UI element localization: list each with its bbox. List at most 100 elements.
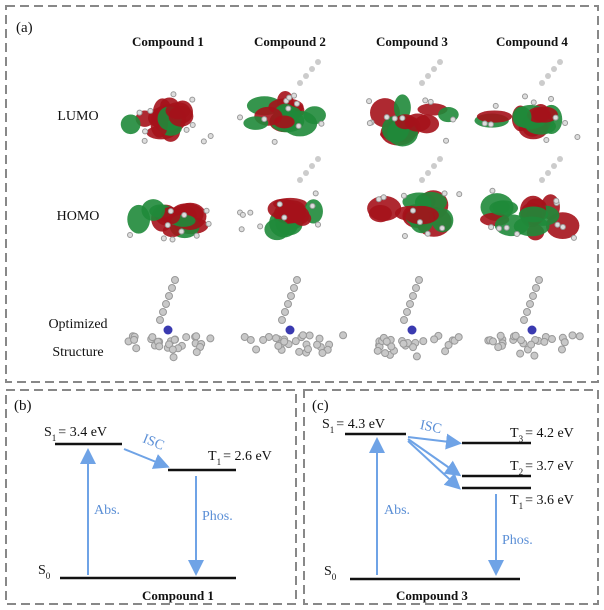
atom <box>166 293 173 300</box>
atom <box>262 117 267 122</box>
atom <box>303 170 309 176</box>
atom <box>285 301 292 308</box>
atom <box>299 332 306 339</box>
atom <box>240 212 245 217</box>
column-header: Compound 3 <box>376 34 448 49</box>
atom <box>457 192 462 197</box>
atom <box>319 121 324 126</box>
atom <box>296 124 301 129</box>
atom <box>182 212 187 217</box>
atom <box>551 66 557 72</box>
atom <box>554 198 559 203</box>
atom <box>260 336 267 343</box>
atom <box>522 94 527 99</box>
atom <box>382 350 389 357</box>
atom <box>420 338 427 345</box>
atom <box>521 317 528 324</box>
arrow <box>408 437 458 443</box>
atom <box>425 73 431 79</box>
atom <box>490 188 495 193</box>
state-sub: 1 <box>519 501 524 511</box>
atom <box>555 222 560 227</box>
atom <box>281 338 288 345</box>
row-label: LUMO <box>57 109 98 124</box>
atom <box>376 197 381 202</box>
atom <box>313 191 318 196</box>
atom <box>557 59 563 65</box>
atom <box>544 137 549 142</box>
atom <box>431 336 438 343</box>
panel-label: (b) <box>14 398 32 414</box>
atom <box>272 139 277 144</box>
transition-label: Abs. <box>94 503 120 518</box>
transition-label: Phos. <box>202 509 233 524</box>
level-label: T1= 2.6 eV <box>208 449 272 467</box>
atom <box>482 121 487 126</box>
atom <box>440 226 445 231</box>
atom <box>548 336 555 343</box>
orbital-lobe <box>405 114 431 132</box>
atom <box>310 203 315 208</box>
atom <box>169 346 176 353</box>
atom <box>518 337 525 344</box>
atom <box>493 103 498 108</box>
atom <box>294 277 301 284</box>
atom <box>404 309 411 316</box>
atom <box>314 341 321 348</box>
orbital-lobe <box>369 205 392 222</box>
atom <box>531 100 536 105</box>
atom <box>410 208 415 213</box>
atom <box>194 233 199 238</box>
atom <box>184 127 189 132</box>
atom <box>400 340 407 347</box>
orbital-lobe <box>477 110 512 122</box>
energy: = 3.4 eV <box>58 425 107 440</box>
atom <box>179 229 184 234</box>
level-label: S1= 3.4 eV <box>44 425 107 443</box>
figure: (a) Compound 1 Compound 2 Compound 3 Com… <box>0 0 604 610</box>
level-label: T3= 4.2 eV <box>510 426 574 444</box>
column-header: Compound 4 <box>496 34 568 49</box>
transition-label: ISC <box>419 418 443 437</box>
atom <box>148 108 153 113</box>
atom <box>193 349 200 356</box>
atom <box>425 170 431 176</box>
atom <box>294 101 299 106</box>
atom <box>444 138 449 143</box>
atom <box>527 301 534 308</box>
atom <box>423 98 428 103</box>
atom <box>286 106 291 111</box>
atom <box>160 309 167 316</box>
atom <box>168 209 173 214</box>
atom <box>374 347 381 354</box>
atom <box>258 224 263 229</box>
state-sub: 1 <box>217 457 222 467</box>
atom <box>248 210 253 215</box>
level-label: T1= 3.6 eV <box>510 493 574 511</box>
atom <box>172 277 179 284</box>
orbital-lobe <box>512 106 531 127</box>
nitrogen-atom <box>408 326 417 335</box>
atom <box>156 343 163 350</box>
atom <box>417 220 422 225</box>
energy: = 3.7 eV <box>525 459 574 474</box>
state-sub: 1 <box>52 433 57 443</box>
atom <box>201 139 206 144</box>
state-sub: 1 <box>330 425 335 435</box>
atom <box>528 341 535 348</box>
energy: = 3.6 eV <box>525 493 574 508</box>
atom <box>495 344 502 351</box>
atom <box>384 115 389 120</box>
atom <box>171 336 178 343</box>
atom <box>383 338 390 345</box>
molecule-renderings <box>121 59 584 361</box>
state: S <box>322 417 330 432</box>
atom <box>208 134 213 139</box>
atom <box>253 346 260 353</box>
atom <box>558 346 565 353</box>
atom <box>536 277 543 284</box>
atom <box>561 339 568 346</box>
atom <box>367 99 372 104</box>
atom <box>497 226 502 231</box>
atom <box>488 122 493 127</box>
